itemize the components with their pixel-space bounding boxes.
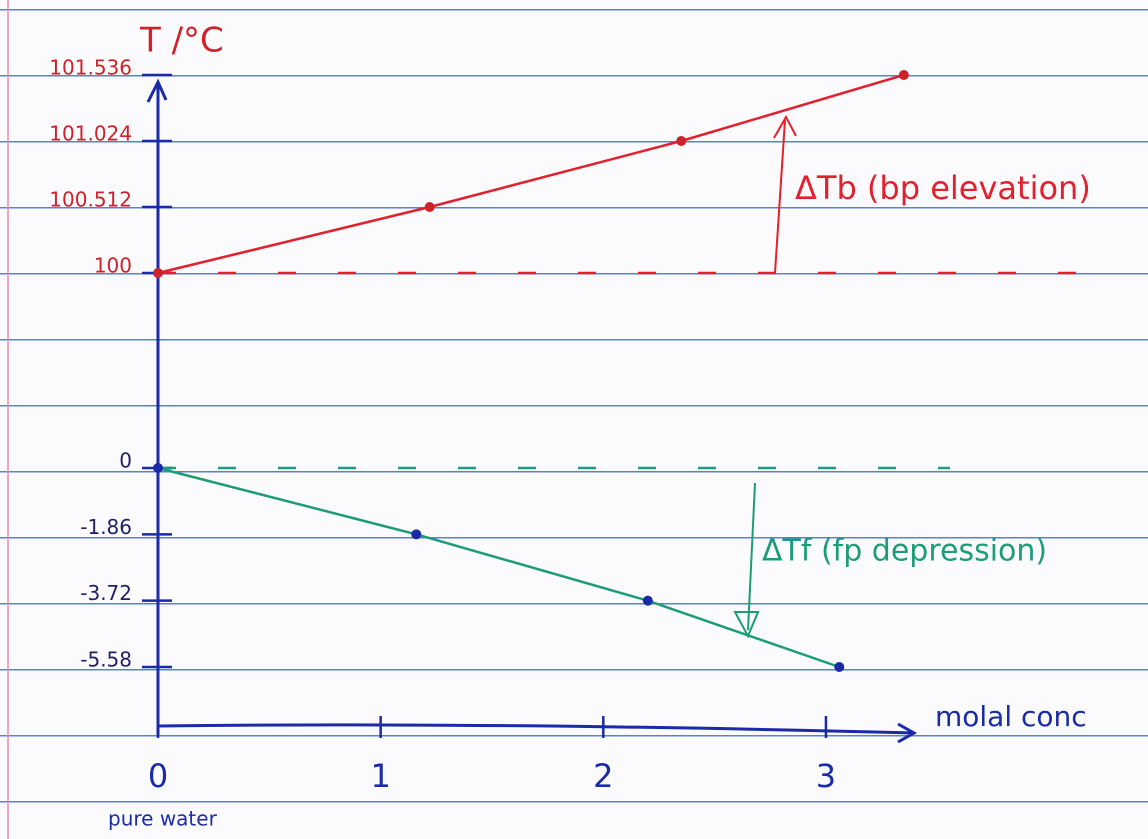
elevation-arrow: [774, 117, 796, 273]
page: T /°C ΔTb (bp elevation) ΔTf (fp depress…: [0, 0, 1148, 839]
y-tick-label: 100.512: [49, 188, 132, 212]
y-tick-label: 100: [94, 254, 132, 278]
annotation: ΔTf (fp depression): [762, 534, 1047, 569]
data-point: [834, 662, 844, 672]
y-tick-label: -5.58: [80, 648, 132, 672]
x-axis: [158, 724, 914, 742]
y-tick-label: 0: [119, 449, 132, 473]
data-line: [158, 468, 839, 667]
y-tick-label: -1.86: [80, 515, 132, 539]
chart: T /°C ΔTb (bp elevation) ΔTf (fp depress…: [0, 0, 1148, 839]
data-point: [411, 529, 421, 539]
depression-arrow: [735, 483, 758, 636]
y-tick-label: 101.536: [49, 56, 132, 80]
y-tick-label: -3.72: [80, 581, 132, 605]
data-point: [153, 268, 163, 278]
x-axis-label: molal conc: [935, 700, 1087, 733]
y-axis: [148, 82, 166, 735]
data-point: [676, 136, 686, 146]
y-axis-label: T /°C: [139, 21, 224, 61]
data-point: [899, 70, 909, 80]
x-tick-label: 1: [370, 757, 390, 795]
data-line: [158, 75, 904, 273]
data-point: [425, 202, 435, 212]
data-point: [643, 596, 653, 606]
x-tick-label: 3: [816, 757, 836, 795]
x-tick-label: 0: [148, 757, 168, 795]
x-tick-label: 2: [593, 757, 613, 795]
y-tick-label: 101.024: [49, 122, 132, 146]
data-point: [153, 463, 163, 473]
annotation: ΔTb (bp elevation): [795, 169, 1091, 207]
x-note: pure water: [108, 807, 218, 831]
